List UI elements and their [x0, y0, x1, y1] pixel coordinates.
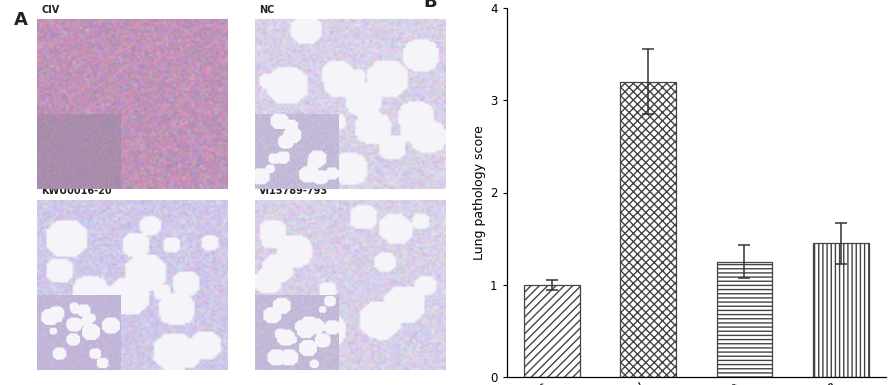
Bar — [620, 82, 675, 377]
Text: VI15789-793: VI15789-793 — [259, 186, 328, 196]
Text: NC: NC — [259, 5, 274, 15]
Bar — [716, 262, 772, 377]
Bar — [812, 243, 868, 377]
Text: CIV: CIV — [41, 5, 60, 15]
Text: KWU0016-20: KWU0016-20 — [41, 186, 112, 196]
Bar — [523, 285, 579, 377]
Text: A: A — [13, 12, 28, 29]
Y-axis label: Lung pathology score: Lung pathology score — [472, 125, 485, 260]
Text: B: B — [423, 0, 436, 11]
